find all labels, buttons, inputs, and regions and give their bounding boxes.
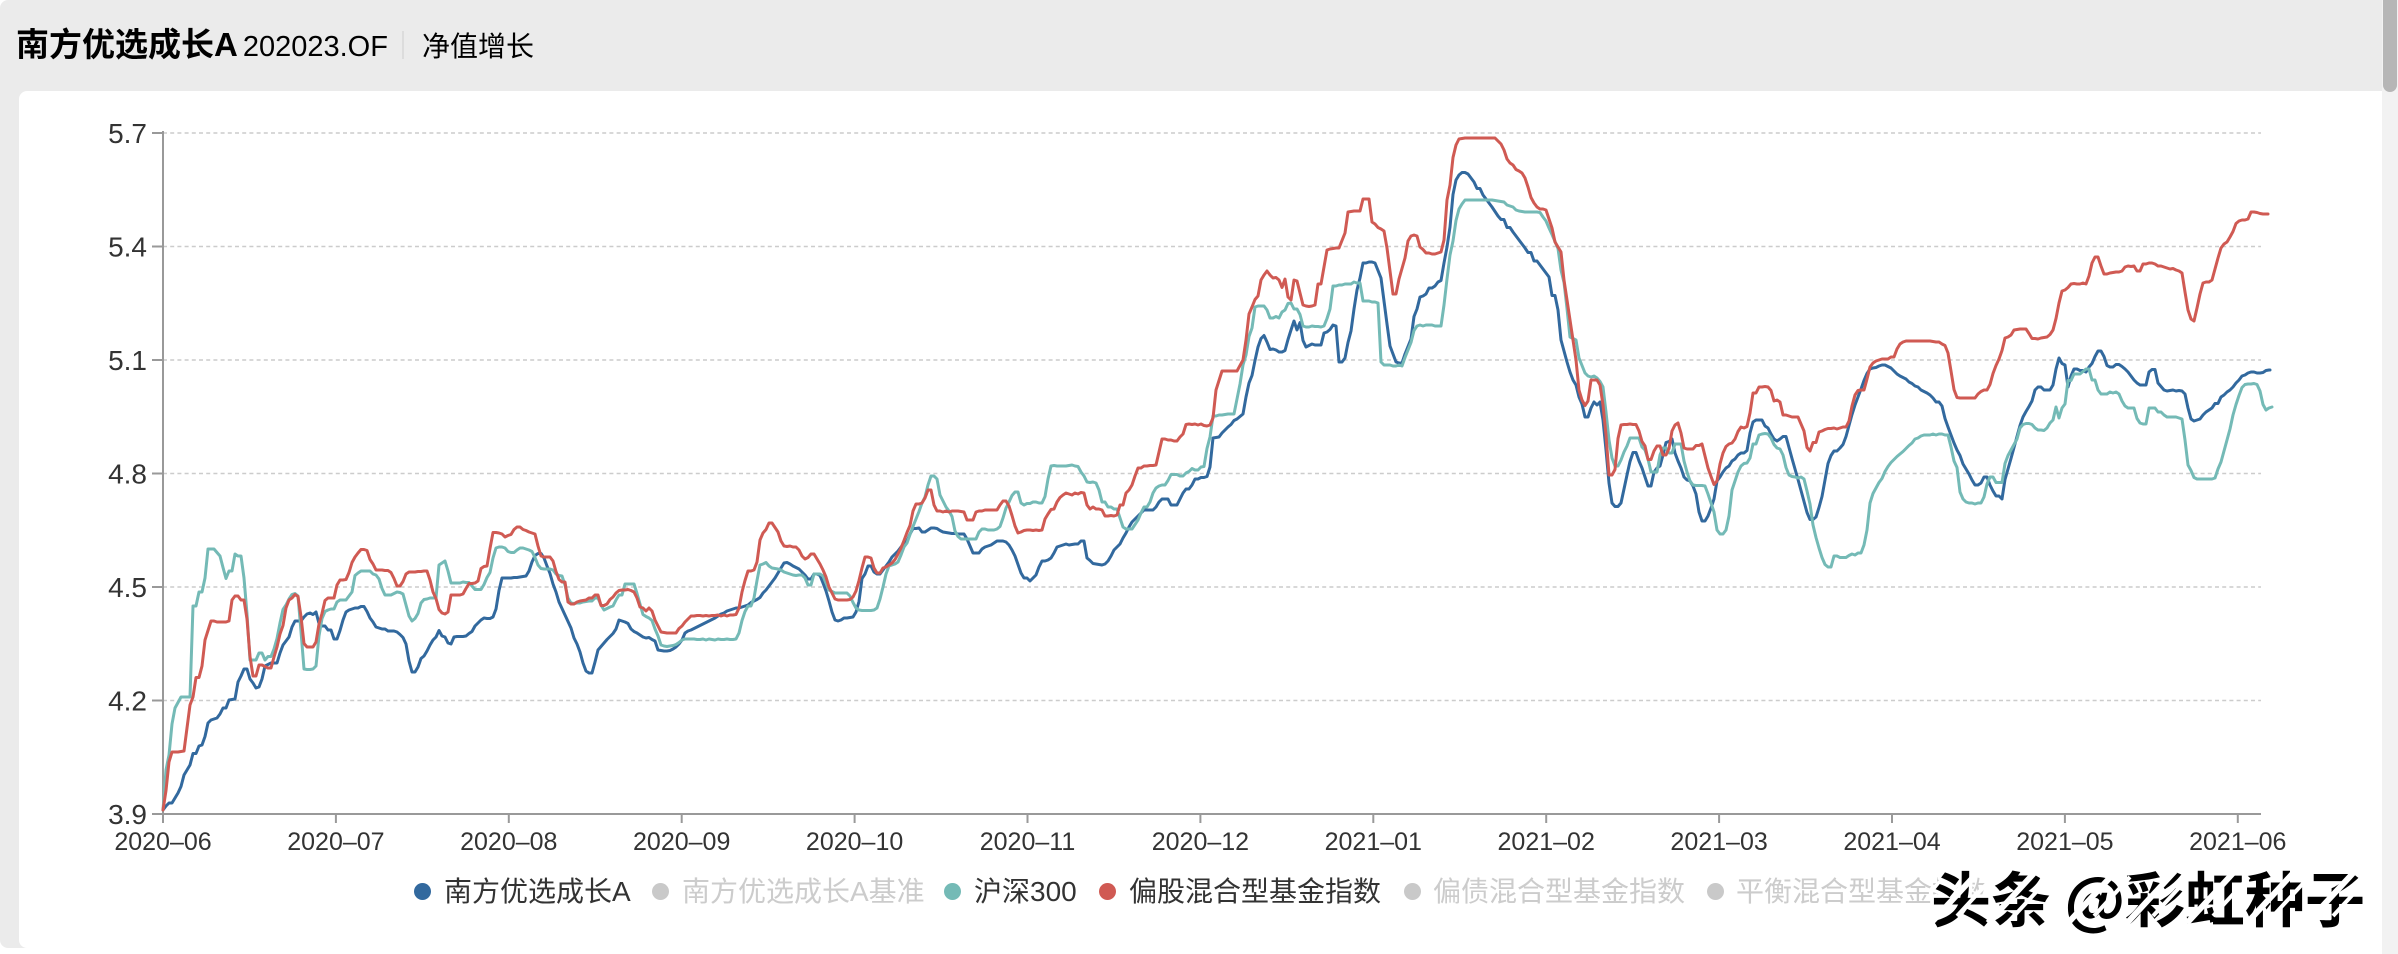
svg-text:偏股混合型基金指数: 偏股混合型基金指数	[1129, 870, 1381, 910]
svg-text:4.5: 4.5	[108, 572, 147, 603]
svg-text:4.2: 4.2	[108, 686, 147, 717]
svg-text:2021–03: 2021–03	[1670, 828, 1767, 856]
svg-text:沪深300: 沪深300	[974, 870, 1077, 910]
svg-text:2021–05: 2021–05	[2016, 828, 2113, 856]
svg-text:2021–02: 2021–02	[1498, 828, 1595, 856]
svg-text:2020–12: 2020–12	[1152, 828, 1249, 856]
svg-text:2020–11: 2020–11	[980, 828, 1075, 856]
svg-text:2020–06: 2020–06	[114, 828, 211, 856]
svg-text:南方优选成长A: 南方优选成长A	[444, 870, 631, 910]
svg-text:2020–09: 2020–09	[633, 828, 730, 856]
svg-text:偏债混合型基金指数: 偏债混合型基金指数	[1433, 870, 1685, 910]
svg-text:2021–01: 2021–01	[1325, 828, 1422, 856]
svg-text:5.7: 5.7	[108, 118, 147, 149]
svg-text:2020–10: 2020–10	[806, 828, 903, 856]
svg-text:2020–08: 2020–08	[460, 828, 557, 856]
svg-text:南方优选成长A基准: 南方优选成长A基准	[682, 870, 925, 910]
svg-text:2021–04: 2021–04	[1843, 828, 1940, 856]
svg-text:4.8: 4.8	[108, 459, 147, 490]
svg-text:5.4: 5.4	[108, 232, 147, 263]
svg-text:2020–07: 2020–07	[287, 828, 384, 856]
svg-text:3.9: 3.9	[108, 799, 147, 830]
svg-text:2021–06: 2021–06	[2189, 828, 2286, 856]
svg-text:5.1: 5.1	[108, 345, 147, 376]
